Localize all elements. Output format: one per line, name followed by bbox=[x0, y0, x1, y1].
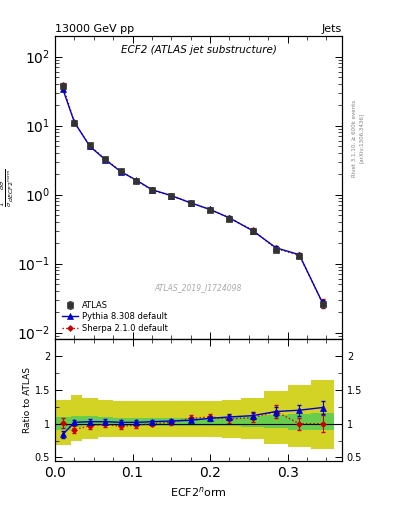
Pythia 8.308 default bbox=[274, 245, 278, 251]
Pythia 8.308 default bbox=[227, 215, 232, 221]
Sherpa 2.1.0 default bbox=[208, 206, 213, 212]
Y-axis label: $\frac{1}{\sigma}\frac{d\sigma}{dECF2^{norm}}$: $\frac{1}{\sigma}\frac{d\sigma}{dECF2^{n… bbox=[0, 168, 16, 207]
Pythia 8.308 default bbox=[134, 177, 139, 183]
Sherpa 2.1.0 default bbox=[274, 246, 278, 252]
Sherpa 2.1.0 default bbox=[134, 178, 139, 184]
Line: Sherpa 2.1.0 default: Sherpa 2.1.0 default bbox=[61, 83, 325, 305]
Pythia 8.308 default bbox=[169, 193, 174, 199]
X-axis label: ECF2$^n$orm: ECF2$^n$orm bbox=[170, 485, 227, 499]
Y-axis label: Ratio to ATLAS: Ratio to ATLAS bbox=[23, 367, 32, 433]
Pythia 8.308 default bbox=[72, 119, 77, 125]
Text: ECF2 (ATLAS jet substructure): ECF2 (ATLAS jet substructure) bbox=[121, 45, 276, 55]
Pythia 8.308 default bbox=[88, 143, 92, 150]
Pythia 8.308 default bbox=[297, 251, 301, 258]
Pythia 8.308 default bbox=[320, 300, 325, 306]
Sherpa 2.1.0 default bbox=[169, 193, 174, 199]
Sherpa 2.1.0 default bbox=[88, 143, 92, 149]
Sherpa 2.1.0 default bbox=[103, 156, 108, 162]
Sherpa 2.1.0 default bbox=[119, 168, 123, 175]
Sherpa 2.1.0 default bbox=[150, 187, 154, 193]
Sherpa 2.1.0 default bbox=[227, 215, 232, 221]
Pythia 8.308 default bbox=[61, 86, 65, 92]
Text: ATLAS_2019_I1724098: ATLAS_2019_I1724098 bbox=[155, 283, 242, 292]
Pythia 8.308 default bbox=[250, 228, 255, 234]
Pythia 8.308 default bbox=[103, 157, 108, 163]
Legend: ATLAS, Pythia 8.308 default, Sherpa 2.1.0 default: ATLAS, Pythia 8.308 default, Sherpa 2.1.… bbox=[59, 298, 170, 335]
Sherpa 2.1.0 default bbox=[320, 300, 325, 306]
Sherpa 2.1.0 default bbox=[72, 120, 77, 126]
Text: Jets: Jets bbox=[321, 24, 342, 34]
Sherpa 2.1.0 default bbox=[188, 200, 193, 206]
Line: Pythia 8.308 default: Pythia 8.308 default bbox=[60, 86, 325, 306]
Pythia 8.308 default bbox=[119, 168, 123, 175]
Sherpa 2.1.0 default bbox=[297, 252, 301, 258]
Text: [arXiv:1306.3436]: [arXiv:1306.3436] bbox=[358, 113, 364, 163]
Sherpa 2.1.0 default bbox=[250, 227, 255, 233]
Text: Rivet 3.1.10, ≥ 600k events: Rivet 3.1.10, ≥ 600k events bbox=[352, 100, 357, 177]
Sherpa 2.1.0 default bbox=[61, 82, 65, 88]
Pythia 8.308 default bbox=[150, 186, 154, 193]
Text: 13000 GeV pp: 13000 GeV pp bbox=[55, 24, 134, 34]
Pythia 8.308 default bbox=[208, 206, 213, 212]
Pythia 8.308 default bbox=[188, 200, 193, 206]
